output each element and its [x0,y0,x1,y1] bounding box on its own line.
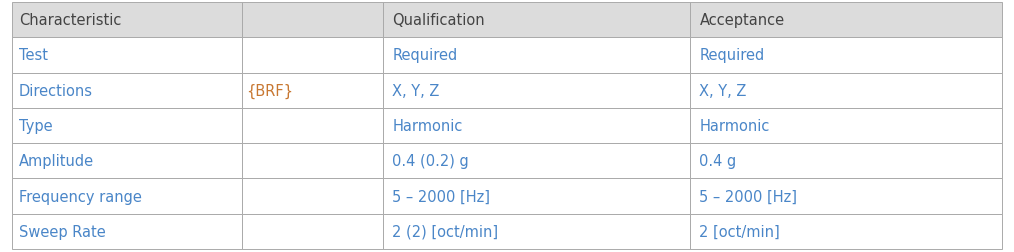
Bar [691,179,1002,214]
Text: Amplitude: Amplitude [19,154,94,169]
Text: Harmonic: Harmonic [392,118,462,134]
Bar [383,214,691,249]
Bar [691,144,1002,179]
Bar [383,38,691,73]
Bar [241,144,383,179]
Text: Frequency range: Frequency range [19,189,142,204]
Bar [383,144,691,179]
Bar [383,3,691,38]
Text: Required: Required [700,48,765,63]
Bar [241,108,383,144]
Text: Qualification: Qualification [392,13,485,28]
Text: Required: Required [392,48,457,63]
Text: 2 (2) [oct/min]: 2 (2) [oct/min] [392,224,499,239]
Text: 0.4 (0.2) g: 0.4 (0.2) g [392,154,469,169]
Text: 0.4 g: 0.4 g [700,154,737,169]
Bar [241,214,383,249]
Bar [383,108,691,144]
Text: 5 – 2000 [Hz]: 5 – 2000 [Hz] [392,189,491,204]
Text: Type: Type [19,118,53,134]
Text: Directions: Directions [19,83,93,98]
Text: Test: Test [19,48,48,63]
Bar [383,179,691,214]
Bar [12,144,241,179]
Text: Characteristic: Characteristic [19,13,122,28]
Bar [383,73,691,108]
Text: 2 [oct/min]: 2 [oct/min] [700,224,780,239]
Bar [12,214,241,249]
Bar [691,3,1002,38]
Bar [241,3,383,38]
Text: X, Y, Z: X, Y, Z [700,83,747,98]
Bar [691,214,1002,249]
Bar [12,3,241,38]
Bar [12,73,241,108]
Bar [691,73,1002,108]
Bar [12,38,241,73]
Text: X, Y, Z: X, Y, Z [392,83,440,98]
Text: Harmonic: Harmonic [700,118,770,134]
Text: Sweep Rate: Sweep Rate [19,224,105,239]
Bar [12,108,241,144]
Bar [691,108,1002,144]
Bar [12,179,241,214]
Bar [691,38,1002,73]
Text: {BRF}: {BRF} [246,83,293,99]
Bar [241,73,383,108]
Text: 5 – 2000 [Hz]: 5 – 2000 [Hz] [700,189,797,204]
Bar [241,38,383,73]
Bar [241,179,383,214]
Text: Acceptance: Acceptance [700,13,785,28]
